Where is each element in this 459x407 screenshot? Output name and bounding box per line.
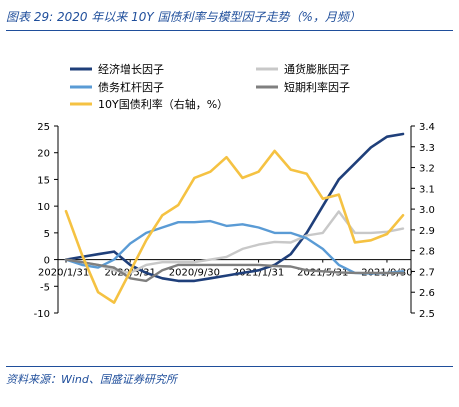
top-divider (6, 30, 453, 31)
right-tick-label: 2.8 (419, 247, 435, 258)
chart-series-layer (64, 132, 405, 304)
left-tick-label: -10 (34, 309, 50, 320)
legend-label-3: 债务杠杆因子 (98, 80, 164, 94)
legend-label-2: 通货膨胀因子 (284, 62, 350, 76)
x-tick-label: 2020/9/30 (169, 268, 220, 279)
legend-label-1: 经济增长因子 (98, 62, 164, 76)
left-tick-label: 10 (37, 202, 50, 213)
left-tick-label: -5 (40, 282, 50, 293)
right-tick-label: 3.2 (419, 164, 435, 175)
legend-label-4: 短期利率因子 (284, 80, 350, 94)
legend-label-5: 10Y国债利率（右轴，%） (98, 97, 228, 111)
left-tick-label: 0 (44, 256, 50, 267)
series-line-5 (64, 149, 405, 304)
right-tick-label: 3.1 (419, 184, 435, 195)
series-line-1 (64, 132, 405, 283)
x-tick-label: 2021/5/31 (297, 268, 348, 279)
left-tick-label: 15 (37, 175, 50, 186)
chart-title: 图表 29: 2020 年以来 10Y 国债利率与模型因子走势（%，月频） (6, 10, 361, 24)
series-line-2 (64, 210, 405, 275)
right-tick-label: 3.4 (419, 122, 435, 133)
x-tick-label: 2020/1/31 (38, 268, 89, 279)
right-tick-label: 3.3 (419, 143, 435, 154)
right-tick-label: 2.5 (419, 309, 435, 320)
bottom-divider (6, 366, 453, 367)
left-tick-label: 5 (44, 229, 50, 240)
series-line-4 (64, 258, 405, 283)
right-tick-label: 2.6 (419, 288, 435, 299)
right-tick-label: 3.0 (419, 205, 435, 216)
chart-axes: 25 20 15 10 5 0 -5 -10 3.4 3.3 3.2 3.1 3.0 2.9 2.8 2.7 2… (34, 122, 435, 320)
left-tick-label: 20 (37, 149, 50, 160)
right-tick-label: 2.9 (419, 226, 435, 237)
series-line-3 (64, 219, 405, 275)
source-note: 资料来源：Wind、国盛证券研究所 (6, 373, 177, 386)
left-tick-label: 25 (37, 122, 50, 133)
x-tick-label: 2021/1/31 (233, 268, 284, 279)
right-tick-label: 2.7 (419, 267, 435, 278)
